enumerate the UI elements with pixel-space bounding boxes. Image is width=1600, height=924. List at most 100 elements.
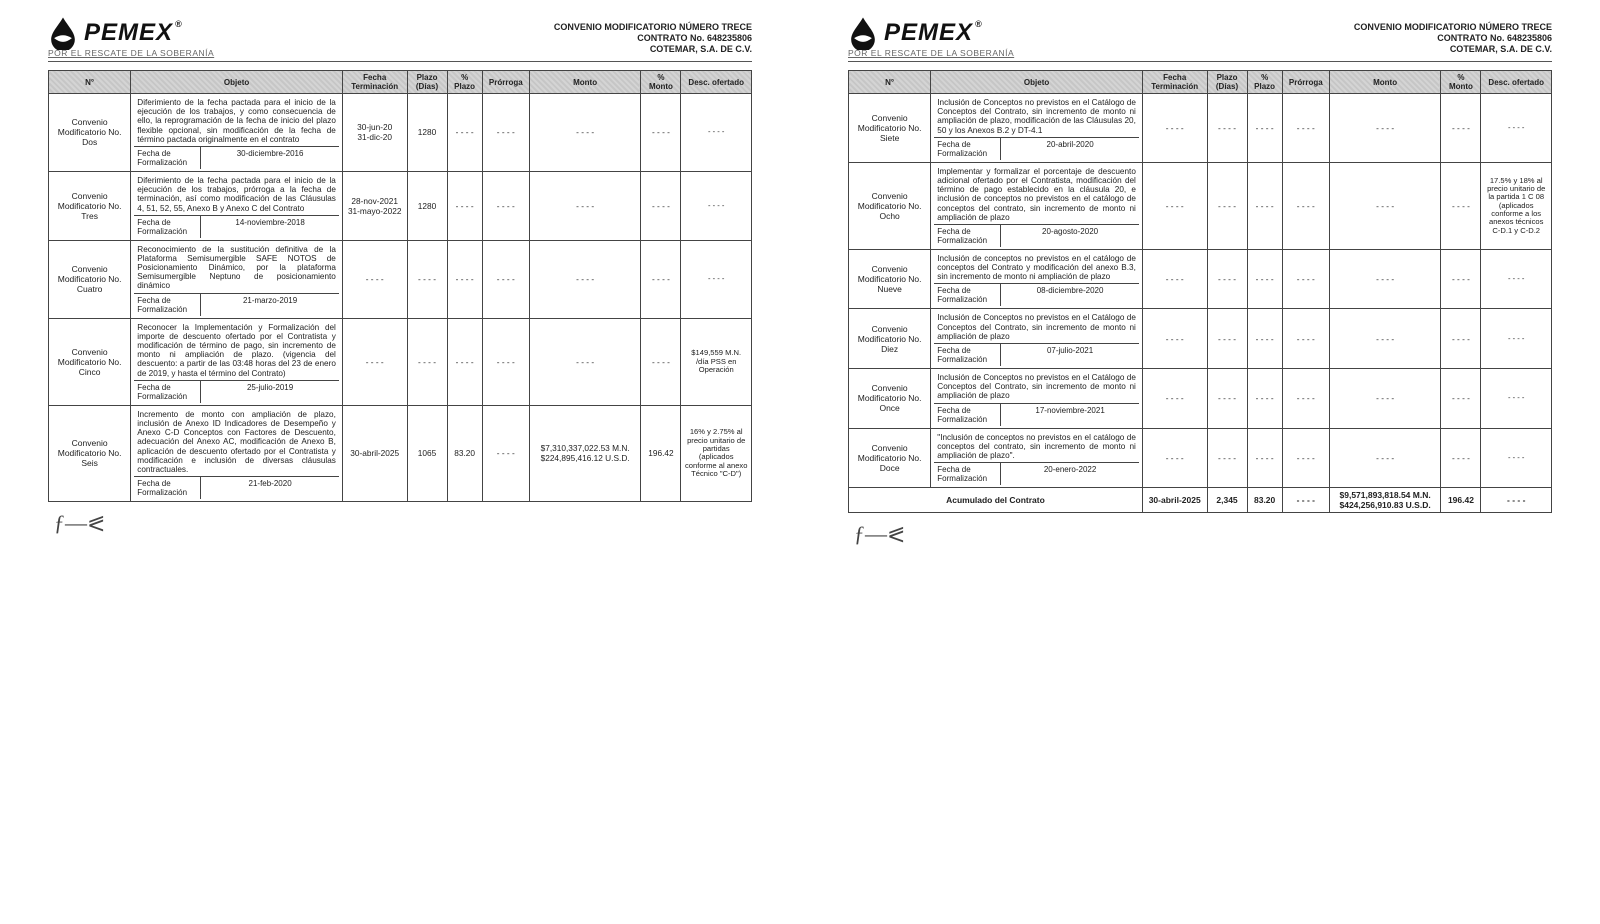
cell-monto: - - - - <box>1329 249 1441 309</box>
brand-name: PEMEX® <box>884 19 983 47</box>
cell-desc-ofertado: - - - - <box>681 94 752 172</box>
header-rule <box>848 61 1552 62</box>
cell-prorroga: - - - - <box>1282 249 1329 309</box>
cell-pct-plazo: - - - - <box>447 318 482 405</box>
form-date: 20-abril-2020 <box>1001 138 1139 160</box>
cell-fecha-term: - - - - <box>1142 162 1207 249</box>
cell-pct-monto: - - - - <box>1441 309 1481 369</box>
cell-name: Convenio Modificatorio No. Once <box>849 369 931 429</box>
cell-pct-monto: - - - - <box>641 94 681 172</box>
table-row: Convenio Modificatorio No. DosDiferimien… <box>49 94 752 172</box>
form-label: Fecha de Formalización <box>934 463 1001 485</box>
cell-pct-plazo: - - - - <box>1247 369 1282 429</box>
cell-objeto: Incremento de monto con ampliación de pl… <box>131 405 343 501</box>
cell-pct-monto: - - - - <box>641 171 681 240</box>
cell-objeto: "Inclusión de conceptos no previstos en … <box>931 428 1143 488</box>
cell-pct-plazo: - - - - <box>447 171 482 240</box>
accumulated-row: Acumulado del Contrato30-abril-20252,345… <box>849 488 1552 513</box>
page-header: PEMEX® POR EL RESCATE DE LA SOBERANÍA CO… <box>48 16 752 58</box>
signature-mark: ƒ—⪕ <box>48 510 752 536</box>
cell-desc-ofertado: - - - - <box>681 240 752 318</box>
contractor-name: COTEMAR, S.A. DE C.V. <box>554 44 752 55</box>
form-label: Fecha de Formalización <box>934 344 1001 366</box>
table-row: Convenio Modificatorio No. SieteInclusió… <box>849 94 1552 163</box>
cell-name: Convenio Modificatorio No. Doce <box>849 428 931 488</box>
cell-pct-monto: - - - - <box>1441 369 1481 429</box>
cell-objeto: Inclusión de Conceptos no previstos en e… <box>931 94 1143 163</box>
form-date: 07-julio-2021 <box>1001 344 1139 366</box>
cell-pct-monto: - - - - <box>1441 249 1481 309</box>
form-label: Fecha de Formalización <box>134 381 201 403</box>
form-date: 21-feb-2020 <box>201 477 339 499</box>
table-row: Convenio Modificatorio No. OnceInclusión… <box>849 369 1552 429</box>
cell-pct-monto: - - - - <box>1441 162 1481 249</box>
cell-plazo-dias: - - - - <box>407 318 447 405</box>
cell-prorroga: - - - - <box>1282 94 1329 163</box>
col-ft: Fecha Terminación <box>342 71 407 94</box>
cell-fecha-term: - - - - <box>1142 249 1207 309</box>
cell-fecha-term: 30-jun-2031-dic-20 <box>342 94 407 172</box>
cell-desc-ofertado: 16% y 2.75% al precio unitario de partid… <box>681 405 752 501</box>
brand-logo: PEMEX® <box>848 16 1014 50</box>
col-n: N° <box>49 71 131 94</box>
cell-prorroga: - - - - <box>482 171 529 240</box>
cell-desc-ofertado: - - - - <box>1481 249 1552 309</box>
cell-desc-ofertado: - - - - <box>1481 428 1552 488</box>
cell-prorroga: - - - - <box>482 94 529 172</box>
cell-monto: - - - - <box>1329 369 1441 429</box>
cell-monto: - - - - <box>529 318 641 405</box>
accum-desc: - - - - <box>1481 488 1552 513</box>
form-label: Fecha de Formalización <box>934 225 1001 247</box>
col-pm: % Monto <box>641 71 681 94</box>
form-date: 17-noviembre-2021 <box>1001 404 1139 426</box>
cell-plazo-dias: 1065 <box>407 405 447 501</box>
cell-pct-monto: - - - - <box>641 318 681 405</box>
cell-prorroga: - - - - <box>1282 428 1329 488</box>
table-row: Convenio Modificatorio No. CuatroReconoc… <box>49 240 752 318</box>
form-label: Fecha de Formalización <box>934 284 1001 306</box>
col-pp: % Plazo <box>1247 71 1282 94</box>
cell-desc-ofertado: 17.5% y 18% al precio unitario de la par… <box>1481 162 1552 249</box>
cell-pct-monto: - - - - <box>1441 94 1481 163</box>
accum-pct-plazo: 83.20 <box>1247 488 1282 513</box>
cell-fecha-term: 28-nov-202131-mayo-2022 <box>342 171 407 240</box>
contract-number: CONTRATO No. 648235806 <box>554 33 752 44</box>
table-header: N° Objeto Fecha Terminación Plazo (Días)… <box>849 71 1552 94</box>
accum-monto: $9,571,893,818.54 M.N.$424,256,910.83 U.… <box>1329 488 1441 513</box>
col-mt: Monto <box>529 71 641 94</box>
pemex-drop-icon <box>848 16 878 50</box>
accum-pct-monto: 196.42 <box>1441 488 1481 513</box>
cell-plazo-dias: - - - - <box>1207 162 1247 249</box>
cell-objeto: Diferimiento de la fecha pactada para el… <box>131 171 343 240</box>
form-label: Fecha de Formalización <box>134 216 201 238</box>
col-obj: Objeto <box>931 71 1143 94</box>
cell-objeto: Inclusión de conceptos no previstos en e… <box>931 249 1143 309</box>
cell-pct-plazo: - - - - <box>1247 309 1282 369</box>
page-left: PEMEX® POR EL RESCATE DE LA SOBERANÍA CO… <box>30 10 770 914</box>
cell-monto: - - - - <box>529 94 641 172</box>
cell-fecha-term: - - - - <box>1142 94 1207 163</box>
cell-name: Convenio Modificatorio No. Diez <box>849 309 931 369</box>
brand-name: PEMEX® <box>84 19 183 47</box>
cell-plazo-dias: 1280 <box>407 171 447 240</box>
cell-fecha-term: - - - - <box>1142 309 1207 369</box>
table-row: Convenio Modificatorio No. OchoImplement… <box>849 162 1552 249</box>
cell-desc-ofertado: - - - - <box>681 171 752 240</box>
convenios-table-2: N° Objeto Fecha Terminación Plazo (Días)… <box>848 70 1552 513</box>
cell-objeto: Diferimiento de la fecha pactada para el… <box>131 94 343 172</box>
cell-fecha-term: - - - - <box>1142 428 1207 488</box>
cell-monto: - - - - <box>1329 162 1441 249</box>
contract-number: CONTRATO No. 648235806 <box>1354 33 1552 44</box>
cell-name: Convenio Modificatorio No. Dos <box>49 94 131 172</box>
cell-objeto: Reconocimiento de la sustitución definit… <box>131 240 343 318</box>
doc-title: CONVENIO MODIFICATORIO NÚMERO TRECE <box>554 22 752 33</box>
cell-fecha-term: - - - - <box>342 240 407 318</box>
cell-prorroga: - - - - <box>482 240 529 318</box>
form-date: 30-diciembre-2016 <box>201 147 339 169</box>
cell-pct-plazo: - - - - <box>1247 94 1282 163</box>
cell-objeto: Reconocer la Implementación y Formalizac… <box>131 318 343 405</box>
cell-desc-ofertado: $149,559 M.N. /día PSS en Operación <box>681 318 752 405</box>
col-pr: Prórroga <box>1282 71 1329 94</box>
col-do: Desc. ofertado <box>1481 71 1552 94</box>
cell-pct-plazo: - - - - <box>1247 162 1282 249</box>
